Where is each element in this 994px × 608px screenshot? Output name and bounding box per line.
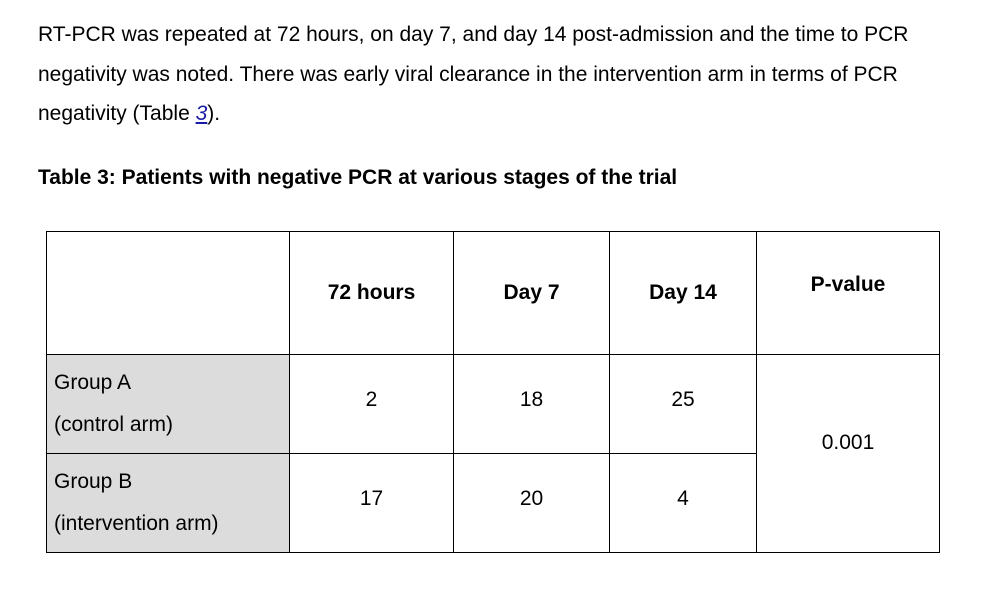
cell-value: 20 [453,453,610,553]
table-row: Group B (intervention arm) 17 20 4 [46,453,940,553]
table-header-row: 72 hours Day 7 Day 14 P-value [46,231,940,355]
cell-value: 18 [453,354,610,454]
header-72-hours: 72 hours [289,231,454,355]
header-empty-cell [46,231,290,355]
header-day-14: Day 14 [609,231,757,355]
cell-value: 2 [289,354,454,454]
group-name: Group A [54,371,132,394]
pcr-results-table: 72 hours Day 7 Day 14 P-value Group A (c… [46,231,940,553]
table-caption: Table 3: Patients with negative PCR at v… [38,166,678,189]
table-reference-link[interactable]: 3 [195,102,208,125]
paragraph-text-end: ). [207,102,221,125]
cell-value: 17 [289,453,454,553]
row-label-group-a: Group A (control arm) [46,354,290,454]
header-day-7: Day 7 [453,231,610,355]
group-description: (control arm) [54,413,174,436]
p-value-cell: 0.001 [756,354,940,553]
table-row: Group A (control arm) 2 18 25 0.001 [46,354,940,553]
header-p-value: P-value [756,231,940,355]
body-paragraph: RT-PCR was repeated at 72 hours, on day … [38,15,958,134]
group-description: (intervention arm) [54,512,219,535]
group-name: Group B [54,470,133,493]
paragraph-text: RT-PCR was repeated at 72 hours, on day … [38,23,909,125]
row-label-group-b: Group B (intervention arm) [46,453,290,553]
cell-value: 25 [609,354,757,454]
cell-value: 4 [609,453,757,553]
